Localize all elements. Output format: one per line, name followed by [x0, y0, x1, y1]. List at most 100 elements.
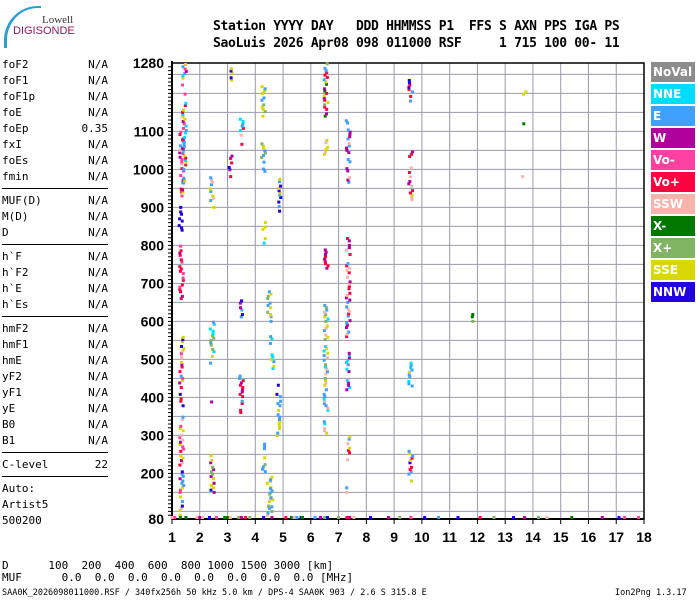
echo-point	[181, 151, 185, 155]
echo-point	[180, 365, 184, 369]
param-fof1p: foF1p N/A	[2, 89, 108, 105]
distance-value: 1500	[240, 559, 274, 572]
echo-point	[210, 472, 214, 476]
echo-point	[180, 219, 184, 223]
echo-point	[262, 147, 266, 150]
echo-point	[348, 298, 352, 302]
param-d: D N/A	[2, 225, 108, 241]
echo-point	[322, 427, 326, 431]
echo-point	[276, 383, 280, 387]
echo-point	[212, 350, 216, 354]
echo-point	[180, 228, 184, 232]
distance-unit: [km]	[306, 559, 334, 572]
echo-point	[181, 110, 185, 114]
x-tick-label: 10	[414, 529, 430, 545]
param-value: N/A	[88, 210, 108, 223]
x-tick-label: 6	[307, 529, 315, 545]
echo-point	[181, 138, 185, 142]
echo-point	[267, 504, 271, 508]
echo-point	[260, 98, 264, 102]
echo-point	[261, 467, 265, 471]
echo-point	[345, 486, 349, 490]
echo-point	[345, 332, 349, 336]
echo-point	[208, 327, 212, 331]
echo-point	[210, 458, 214, 462]
echo-point	[522, 122, 526, 126]
echo-point-baseline	[423, 516, 427, 519]
echo-point	[346, 137, 350, 141]
echo-point	[178, 381, 182, 385]
echo-point	[268, 301, 272, 305]
echo-point	[345, 167, 349, 171]
echo-point	[411, 454, 415, 458]
echo-point	[266, 297, 270, 301]
echo-point	[408, 175, 412, 179]
echo-point	[240, 313, 244, 317]
echo-point	[323, 257, 327, 261]
echo-point	[345, 148, 349, 152]
echo-point	[408, 468, 412, 472]
echo-point	[178, 490, 182, 494]
echo-point	[407, 182, 411, 186]
param-label: foF2	[2, 58, 29, 71]
echo-point	[322, 420, 326, 424]
echo-point	[407, 170, 411, 174]
echo-point	[183, 104, 187, 108]
echo-point	[408, 180, 412, 184]
muf-value: 0.0	[88, 571, 122, 584]
param-hme: hmE N/A	[2, 353, 108, 369]
echo-point	[270, 353, 274, 357]
echo-point	[238, 376, 242, 380]
param-value: N/A	[88, 154, 108, 167]
param-label: B0	[2, 418, 16, 431]
param-value: N/A	[88, 170, 108, 183]
echo-point	[410, 384, 414, 388]
echo-point	[182, 447, 186, 451]
echo-point	[346, 383, 350, 387]
echo-point	[184, 163, 188, 167]
echo-point	[238, 392, 242, 396]
echo-point	[271, 355, 275, 359]
echo-point-baseline	[617, 516, 621, 519]
echo-point	[179, 360, 183, 364]
echo-point	[408, 99, 412, 103]
distance-value: 100	[41, 559, 75, 572]
echo-point	[410, 196, 414, 200]
echo-point	[181, 445, 185, 449]
echo-point	[325, 367, 329, 371]
echo-point	[240, 308, 244, 312]
echo-point	[347, 356, 351, 360]
echo-point	[521, 92, 525, 96]
echo-point	[263, 442, 267, 446]
echo-point	[263, 444, 267, 448]
echo-point	[278, 193, 282, 197]
echo-point	[410, 90, 414, 94]
echo-point	[323, 87, 327, 91]
divider	[2, 188, 108, 189]
distance-value: 1000	[207, 559, 241, 572]
echo-point	[178, 287, 182, 291]
echo-point	[348, 176, 352, 180]
x-tick-label: 9	[390, 529, 398, 545]
echo-point	[277, 408, 281, 412]
echo-point	[346, 169, 350, 173]
echo-point	[180, 194, 184, 198]
echo-point	[271, 498, 275, 502]
echo-point	[241, 388, 245, 392]
echo-point	[261, 107, 265, 111]
echo-point	[345, 305, 349, 309]
echo-point	[178, 217, 182, 221]
echo-point	[345, 268, 349, 272]
echo-point	[182, 347, 186, 351]
echo-point	[178, 463, 182, 467]
legend-item-ssw: SSW	[651, 194, 695, 214]
echo-point	[324, 365, 328, 369]
echo-point	[178, 285, 182, 289]
echo-point	[272, 364, 276, 368]
echo-point	[230, 161, 234, 165]
echo-point	[209, 176, 213, 180]
echo-point	[268, 493, 272, 497]
echo-point	[239, 306, 243, 310]
echo-point	[184, 63, 188, 67]
echo-point	[347, 246, 351, 250]
